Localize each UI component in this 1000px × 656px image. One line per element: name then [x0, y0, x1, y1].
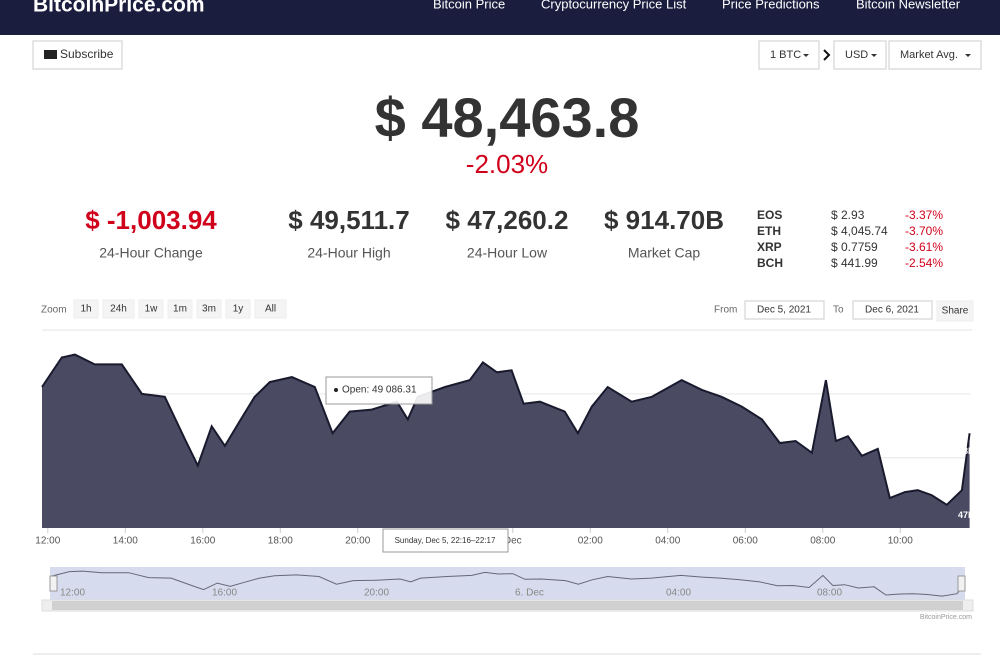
- zoom-button[interactable]: [167, 299, 193, 319]
- coin-change: -3.61%: [905, 240, 943, 254]
- coin-price: $ 4,045.74: [831, 224, 888, 238]
- y-tick-label: 47k: [958, 510, 974, 520]
- coin-change: -3.37%: [905, 208, 943, 222]
- stat-label: 24-Hour Low: [467, 245, 548, 261]
- coin-name: ETH: [757, 224, 781, 238]
- scrollbar-thumb[interactable]: [52, 601, 963, 610]
- to-input[interactable]: [852, 300, 933, 320]
- coin-name: EOS: [757, 208, 782, 222]
- stat-value: $ -1,003.94: [85, 205, 217, 235]
- unit-select[interactable]: [758, 40, 820, 70]
- source-select[interactable]: [888, 40, 982, 70]
- zoom-button[interactable]: [102, 299, 135, 319]
- coin-price: $ 2.93: [831, 208, 865, 222]
- coin-change: -2.54%: [905, 256, 943, 270]
- price-change: -2.03%: [466, 149, 548, 179]
- navigator-handle-right[interactable]: [957, 575, 966, 592]
- caret: [803, 54, 809, 57]
- mail-icon: [44, 50, 57, 59]
- navigator-label: 04:00: [666, 588, 691, 599]
- tooltip-text: Open: 49 086.31: [342, 385, 417, 396]
- x-tick-label: 14:00: [113, 536, 138, 547]
- share-label: Share: [942, 306, 969, 317]
- nav-link[interactable]: Cryptocurrency Price List: [541, 0, 687, 11]
- x-tick-label: 10:00: [888, 536, 913, 547]
- nav-link[interactable]: Bitcoin Price: [433, 0, 505, 11]
- price-line: [41, 353, 971, 507]
- navigator-label: 16:00: [212, 588, 237, 599]
- stat-value: $ 47,260.2: [446, 205, 569, 235]
- currency-label: USD: [845, 49, 868, 61]
- stat-value: $ 49,511.7: [288, 205, 409, 235]
- coin-name: XRP: [757, 240, 782, 254]
- x-tick-label: 08:00: [810, 536, 835, 547]
- x-tick-label: 06:00: [733, 536, 758, 547]
- from-date: Dec 5, 2021: [757, 305, 811, 316]
- zoom-button[interactable]: [73, 299, 99, 319]
- zoom-button-label: 1m: [173, 304, 187, 315]
- unit-label: 1 BTC: [770, 49, 801, 61]
- caret: [965, 54, 971, 57]
- coin-price: $ 0.7759: [831, 240, 878, 254]
- zoom-button-label: 3m: [202, 304, 216, 315]
- price: $ 48,463.8: [375, 86, 640, 149]
- nav-link[interactable]: Price Predictions: [722, 0, 820, 11]
- coin-name: BCH: [757, 256, 783, 270]
- to-date: Dec 6, 2021: [865, 305, 919, 316]
- x-tick-label: 16:00: [190, 536, 215, 547]
- zoom-button[interactable]: [225, 299, 251, 319]
- stat-value: $ 914.70B: [604, 205, 724, 235]
- crosshair-label: [382, 528, 509, 553]
- navigator-window[interactable]: [50, 567, 965, 600]
- share-button[interactable]: [936, 300, 974, 322]
- y-tick-label: 49k: [958, 382, 974, 392]
- zoom-button-label: 1h: [80, 304, 91, 315]
- caret: [871, 54, 877, 57]
- navigator-label: 20:00: [364, 588, 389, 599]
- coin-change: -3.70%: [905, 224, 943, 238]
- tooltip: [325, 376, 433, 405]
- stat-label: 24-Hour High: [307, 245, 390, 261]
- x-tick-label: 02:00: [578, 536, 603, 547]
- zoom-button-label: All: [265, 304, 276, 315]
- x-tick-label: Dec: [504, 536, 522, 547]
- nav-link[interactable]: Bitcoin Newsletter: [856, 0, 961, 11]
- zoom-button[interactable]: [138, 299, 164, 319]
- logo[interactable]: BitcoinPrice.com: [33, 0, 205, 17]
- navigator-label: 08:00: [817, 588, 842, 599]
- zoom-button-label: 1w: [145, 304, 159, 315]
- price-area: [42, 354, 970, 528]
- to-label: To: [833, 305, 844, 316]
- navigator-label: 6. Dec: [515, 588, 544, 599]
- y-tick-label: 48k: [958, 446, 974, 456]
- navigator-line: [49, 570, 965, 597]
- zoom-label: Zoom: [41, 305, 67, 316]
- x-tick-label: 18:00: [268, 536, 293, 547]
- currency-select[interactable]: [833, 40, 887, 70]
- tooltip-dot: [334, 388, 338, 392]
- x-tick-label: 20:00: [345, 536, 370, 547]
- zoom-button-label: 1y: [233, 304, 244, 315]
- stat-label: Market Cap: [628, 245, 701, 261]
- credit: BitcoinPrice.com: [920, 614, 972, 621]
- from-label: From: [714, 305, 737, 316]
- chevron: [823, 49, 831, 61]
- subscribe-label: Subscribe: [60, 47, 114, 61]
- zoom-button[interactable]: [196, 299, 222, 319]
- header-bar: [0, 0, 1000, 35]
- x-tick-label: 12:00: [35, 536, 60, 547]
- stat-label: 24-Hour Change: [99, 245, 203, 261]
- source-label: Market Avg.: [900, 49, 958, 61]
- from-input[interactable]: [744, 300, 825, 320]
- navigator-handle-left[interactable]: [49, 575, 58, 592]
- crosshair-date: Sunday, Dec 5, 22:16–22:17: [395, 536, 496, 545]
- x-tick-label: 04:00: [655, 536, 680, 547]
- coin-price: $ 441.99: [831, 256, 878, 270]
- navigator-label: 12:00: [60, 588, 85, 599]
- zoom-button-label: 24h: [110, 304, 127, 315]
- zoom-button[interactable]: [254, 299, 287, 319]
